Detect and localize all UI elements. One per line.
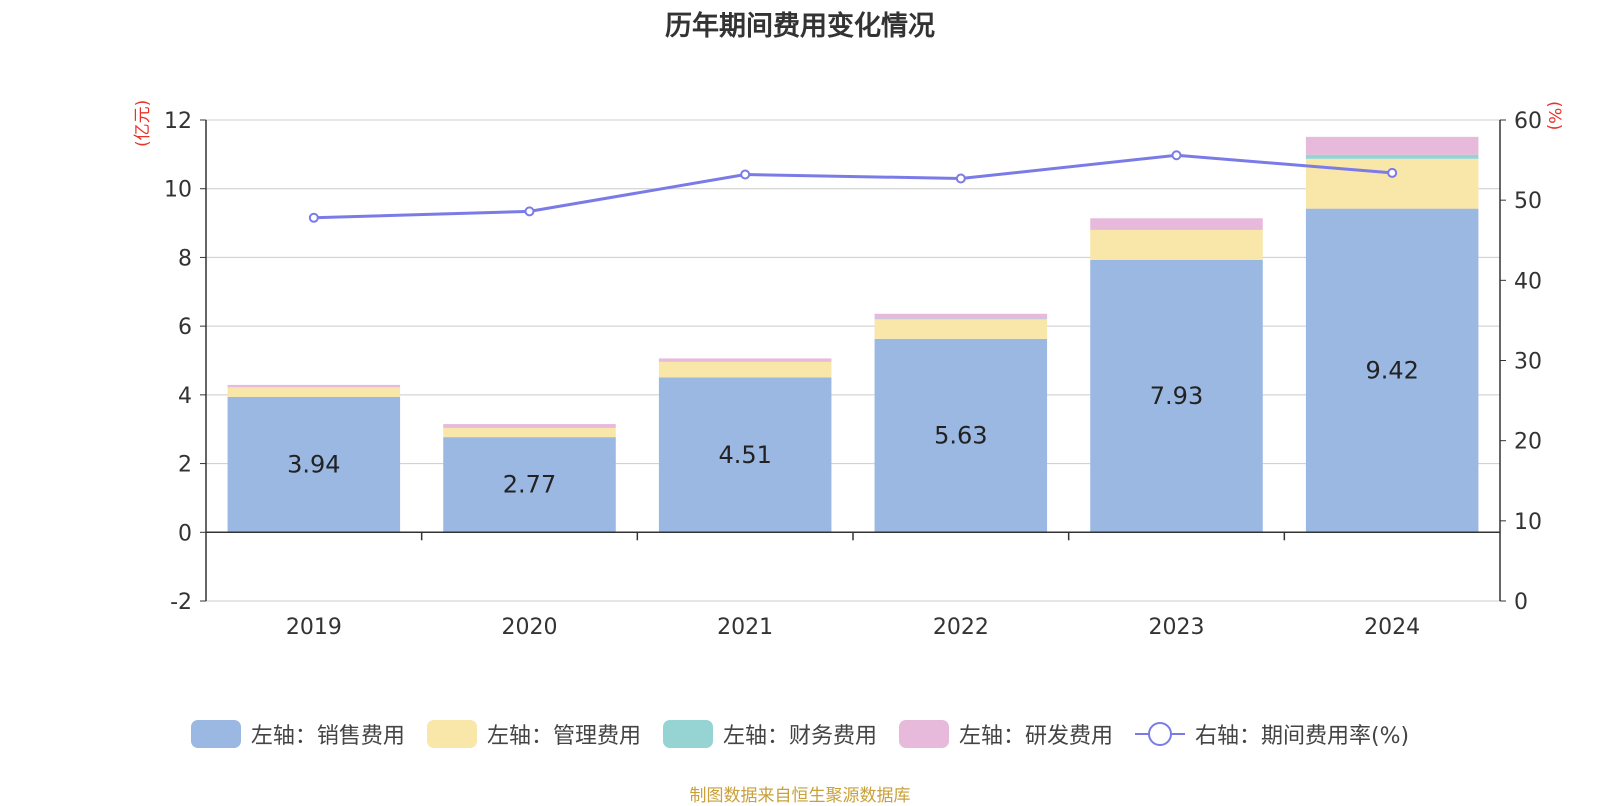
bar-2019-s3 <box>228 385 401 387</box>
legend-label-admin: 左轴：管理费用 <box>487 718 641 750</box>
expense-rate-point <box>526 207 534 215</box>
bar-2021-s3 <box>659 358 832 361</box>
expense-rate-point <box>310 214 318 222</box>
right-axis-tick-label: 0 <box>1514 590 1528 615</box>
left-axis-tick-label: 0 <box>178 521 192 546</box>
left-axis-tick-label: 10 <box>164 178 192 203</box>
bar-value-label: 9.42 <box>1365 356 1418 384</box>
bar-2022-s3 <box>875 314 1048 319</box>
legend-swatch-finance <box>663 720 713 748</box>
legend-label-sales: 左轴：销售费用 <box>251 718 405 750</box>
left-axis-tick-label: 8 <box>178 246 192 271</box>
legend-line-marker-icon <box>1135 720 1185 748</box>
expense-rate-point <box>957 175 965 183</box>
right-axis-tick-label: 50 <box>1514 189 1542 214</box>
bar-value-label: 4.51 <box>718 441 771 469</box>
bar-value-label: 5.63 <box>934 422 987 450</box>
bar-2022-s1 <box>875 319 1048 339</box>
x-axis-tick-label: 2024 <box>1364 615 1420 640</box>
data-source-note: 制图数据来自恒生聚源数据库 <box>0 781 1600 806</box>
bar-2024-s1 <box>1306 159 1479 209</box>
legend-label-expense-rate: 右轴：期间费用率(%) <box>1195 718 1409 750</box>
bar-2021-s2 <box>659 361 832 362</box>
bar-2022-s2 <box>875 319 1048 320</box>
legend-swatch-sales <box>191 720 241 748</box>
bar-2020-s1 <box>443 428 616 437</box>
legend-label-finance: 左轴：财务费用 <box>723 718 877 750</box>
right-axis-tick-label: 10 <box>1514 510 1542 535</box>
expense-rate-line <box>314 155 1392 218</box>
legend: 左轴：销售费用 左轴：管理费用 左轴：财务费用 左轴：研发费用 右轴：期间费用率… <box>0 718 1600 750</box>
bar-2021-s1 <box>659 362 832 377</box>
x-axis-tick-label: 2020 <box>502 615 558 640</box>
bar-2023-s1 <box>1090 230 1263 260</box>
bar-value-label: 2.77 <box>503 471 556 499</box>
expense-rate-point <box>741 171 749 179</box>
expense-rate-point <box>1173 151 1181 159</box>
left-axis-tick-label: 12 <box>164 109 192 134</box>
bar-value-label: 3.94 <box>287 451 340 479</box>
legend-swatch-rnd <box>899 720 949 748</box>
bar-2024-s3 <box>1306 137 1479 155</box>
right-axis-tick-label: 60 <box>1514 109 1542 134</box>
x-axis-tick-label: 2019 <box>286 615 342 640</box>
left-axis-tick-label: 6 <box>178 315 192 340</box>
left-axis-tick-label: 4 <box>178 384 192 409</box>
right-axis-tick-label: 20 <box>1514 430 1542 455</box>
bar-2024-s2 <box>1306 155 1479 159</box>
legend-item-rnd[interactable]: 左轴：研发费用 <box>899 718 1113 750</box>
legend-item-expense-rate[interactable]: 右轴：期间费用率(%) <box>1135 718 1409 750</box>
left-axis-tick-label: -2 <box>170 590 192 615</box>
legend-item-sales[interactable]: 左轴：销售费用 <box>191 718 405 750</box>
legend-item-admin[interactable]: 左轴：管理费用 <box>427 718 641 750</box>
bar-2023-s2 <box>1090 229 1263 230</box>
bar-value-label: 7.93 <box>1150 382 1203 410</box>
legend-swatch-admin <box>427 720 477 748</box>
x-axis-tick-label: 2023 <box>1149 615 1205 640</box>
right-axis-tick-label: 30 <box>1514 350 1542 375</box>
x-axis-tick-label: 2022 <box>933 615 989 640</box>
bar-2019-s1 <box>228 387 401 397</box>
expense-rate-point <box>1388 169 1396 177</box>
right-axis-tick-label: 40 <box>1514 269 1542 294</box>
legend-item-finance[interactable]: 左轴：财务费用 <box>663 718 877 750</box>
legend-label-rnd: 左轴：研发费用 <box>959 718 1113 750</box>
bar-2020-s3 <box>443 424 616 427</box>
left-axis-tick-label: 2 <box>178 453 192 478</box>
bar-2023-s3 <box>1090 218 1263 229</box>
x-axis-tick-label: 2021 <box>717 615 773 640</box>
